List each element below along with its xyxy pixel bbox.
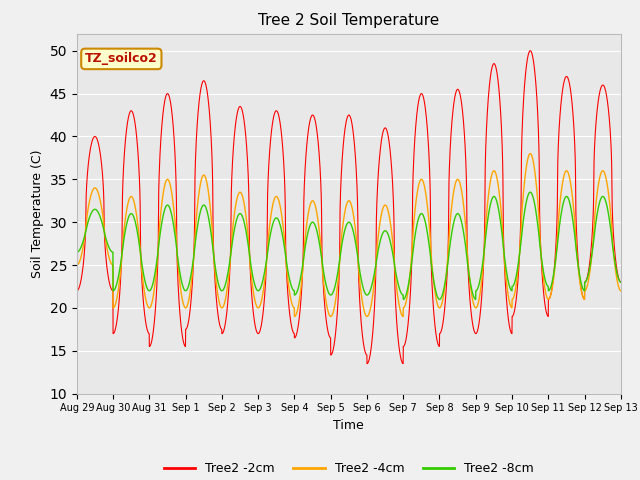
Tree2 -2cm xyxy=(566,81,573,86)
Tree2 -2cm xyxy=(189,262,197,268)
Line: Tree2 -4cm: Tree2 -4cm xyxy=(77,154,621,316)
X-axis label: Time: Time xyxy=(333,419,364,432)
Tree2 -4cm xyxy=(566,174,573,180)
Tree2 -2cm xyxy=(412,128,419,133)
Tree2 -2cm xyxy=(73,288,81,294)
Tree2 -8cm xyxy=(402,293,410,299)
Tree2 -8cm xyxy=(566,199,573,204)
Tree2 -4cm xyxy=(412,204,419,210)
Tree2 -4cm xyxy=(617,288,625,294)
Tree2 -8cm xyxy=(617,279,625,285)
Tree2 -8cm xyxy=(412,230,419,236)
Y-axis label: Soil Temperature (C): Soil Temperature (C) xyxy=(31,149,44,278)
Tree2 -8cm xyxy=(527,189,534,195)
Legend: Tree2 -2cm, Tree2 -4cm, Tree2 -8cm: Tree2 -2cm, Tree2 -4cm, Tree2 -8cm xyxy=(159,457,539,480)
Tree2 -8cm xyxy=(73,249,81,255)
Tree2 -4cm xyxy=(225,274,232,280)
Title: Tree 2 Soil Temperature: Tree 2 Soil Temperature xyxy=(258,13,440,28)
Line: Tree2 -2cm: Tree2 -2cm xyxy=(77,51,621,364)
Tree2 -2cm xyxy=(225,288,232,293)
Text: TZ_soilco2: TZ_soilco2 xyxy=(85,52,157,65)
Tree2 -2cm xyxy=(617,279,625,285)
Tree2 -8cm xyxy=(189,257,197,263)
Line: Tree2 -8cm: Tree2 -8cm xyxy=(77,192,621,300)
Tree2 -2cm xyxy=(363,361,371,367)
Tree2 -4cm xyxy=(402,300,410,306)
Tree2 -4cm xyxy=(189,259,197,265)
Tree2 -4cm xyxy=(617,288,625,294)
Tree2 -2cm xyxy=(402,337,410,343)
Tree2 -8cm xyxy=(399,297,407,302)
Tree2 -2cm xyxy=(617,279,625,285)
Tree2 -8cm xyxy=(225,265,232,271)
Tree2 -4cm xyxy=(527,151,534,156)
Tree2 -4cm xyxy=(291,313,298,319)
Tree2 -2cm xyxy=(527,48,534,54)
Tree2 -4cm xyxy=(73,262,81,268)
Tree2 -8cm xyxy=(617,279,625,285)
